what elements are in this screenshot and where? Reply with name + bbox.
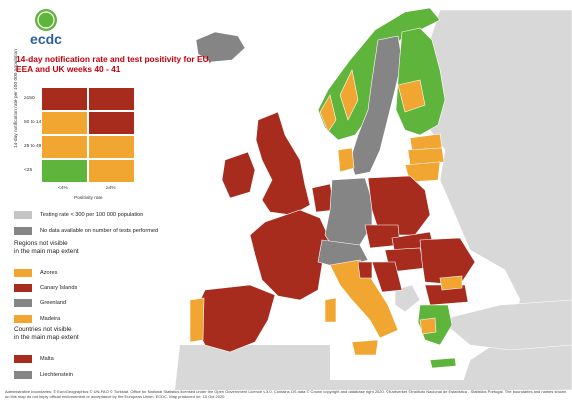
legend-item: Madeira <box>14 314 60 324</box>
legend-swatch <box>14 227 32 235</box>
legend-swatch <box>14 211 32 219</box>
legend-item: Testing rate < 300 per 100 000 populatio… <box>14 210 143 220</box>
legend-label: Madeira <box>40 316 61 322</box>
matrix-x-axis-title: Positivity rate <box>74 196 103 201</box>
regions-heading: Regions not visible in the main map exte… <box>14 240 79 255</box>
legend-swatch <box>14 269 32 277</box>
matrix-x-tick: <4% <box>58 186 68 191</box>
iceland-region <box>195 31 246 63</box>
matrix-cell <box>88 87 135 111</box>
matrix-cell <box>88 135 135 159</box>
matrix-cell <box>88 159 135 183</box>
logo-wordmark: ecdc <box>30 31 62 47</box>
matrix-y-tick: 25 to 49 <box>24 144 42 149</box>
ecdc-logo-icon: ecdc <box>30 9 62 47</box>
poland-region <box>367 175 431 236</box>
france-region <box>249 209 331 301</box>
spain-region <box>194 284 276 353</box>
uk-region <box>255 111 311 216</box>
matrix-cell <box>41 87 88 111</box>
countries-heading: Countries not visible in the main map ex… <box>14 326 79 341</box>
matrix-x-tick: ≥4% <box>106 186 116 191</box>
matrix-y-tick: <25 <box>24 168 33 173</box>
legend-swatch <box>14 355 32 363</box>
color-matrix: 14-day notification rate per 100 000 pop… <box>14 49 148 212</box>
legend-swatch <box>14 284 32 292</box>
ireland-region <box>221 151 256 199</box>
matrix-cell <box>41 135 88 159</box>
legend-item: Liechtenstein <box>14 370 73 380</box>
matrix-cell <box>41 159 88 183</box>
legend-label: Liechtenstein <box>40 372 73 378</box>
legend-swatch <box>14 299 32 307</box>
matrix-cell <box>41 111 88 135</box>
legend-label: Malta <box>40 356 54 362</box>
matrix-cell <box>88 111 135 135</box>
legend-label: Testing rate < 300 per 100 000 populatio… <box>40 212 144 218</box>
legend-item: Malta <box>14 354 54 364</box>
legend-label: Azores <box>40 270 58 276</box>
matrix-y-tick: ≥150 <box>24 96 35 101</box>
legend-item: No data available on number of tests per… <box>14 226 158 236</box>
legend-item: Azores <box>14 268 57 278</box>
legend-item: Greenland <box>14 298 66 308</box>
non-eu-land <box>175 9 572 390</box>
legend-swatch <box>14 315 32 323</box>
matrix-y-tick: 50 to 149 <box>24 120 45 125</box>
ecdc-logo: ecdc <box>16 6 76 50</box>
legend-item: Canary Islands <box>14 283 77 293</box>
denmark-region <box>337 147 355 173</box>
germany-region <box>324 177 373 251</box>
europe-map <box>175 7 572 390</box>
legend-label: Canary Islands <box>40 285 78 291</box>
legend-swatch <box>14 371 32 379</box>
map-title: 14-day notification rate and test positi… <box>16 54 211 74</box>
map-area: ecdc 14-day notification rate and test p… <box>14 6 572 390</box>
portugal-region <box>189 297 205 343</box>
legend-label: Greenland <box>40 300 67 306</box>
legend-label: No data available on number of tests per… <box>40 228 159 234</box>
matrix-y-axis-title: 14-day notification rate per 100 000 pop… <box>14 49 19 148</box>
attribution-footer: Administrative boundaries: © EuroGeograp… <box>5 389 567 400</box>
